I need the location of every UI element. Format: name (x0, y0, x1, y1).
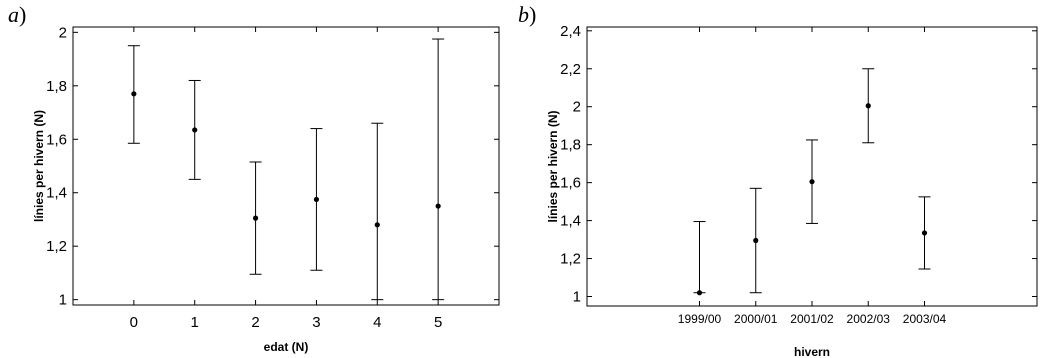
panel-label: a) (8, 2, 26, 27)
y-tick-label: 1,6 (46, 131, 67, 148)
y-tick-label: 2 (59, 24, 67, 41)
data-point (131, 91, 137, 97)
y-tick-label: 2,2 (560, 61, 581, 78)
data-point (696, 290, 703, 296)
data-point (921, 230, 928, 236)
chart-panel-b: b) 1 1,2 1,4 1,6 1,8 2 2,2 2,4 1999/00 2000/01 2001… (518, 2, 1038, 358)
x-tick-label: 2001/02 (790, 312, 834, 326)
x-tick-label: 2 (251, 314, 259, 331)
x-tick-label: 2002/03 (847, 312, 891, 326)
y-tick-label: 2 (573, 99, 581, 116)
x-tick-label: 1999/00 (678, 312, 722, 326)
chart-panel-a: a) 1 1,2 1,4 1,6 1,8 2 0 1 2 3 4 5 edat (N) línies per… (8, 2, 500, 354)
data-point (313, 196, 320, 203)
y-tick-label: 1,2 (46, 238, 67, 255)
x-tick-label: 5 (434, 314, 442, 331)
y-tick-label: 1,4 (46, 185, 67, 202)
data-point (374, 222, 380, 228)
data-point (865, 103, 871, 109)
x-tick-label: 0 (130, 314, 138, 331)
y-tick-label: 1,8 (46, 78, 67, 95)
x-axis-label: edat (N) (264, 340, 309, 354)
y-tick-label: 1 (573, 289, 581, 306)
plot-frame (72, 26, 500, 306)
y-tick-label: 1,4 (560, 213, 581, 230)
panel-label: b) (518, 2, 536, 27)
data-point (435, 203, 441, 209)
x-tick-label: 1 (191, 314, 199, 331)
y-tick-label: 1,8 (560, 137, 581, 154)
x-axis-label: hivern (794, 345, 830, 358)
y-tick-label: 1 (59, 292, 67, 309)
data-point (809, 179, 815, 185)
y-tick-label: 1,6 (560, 175, 581, 192)
y-axis-label: línies per hivern (N) (546, 110, 560, 222)
data-point (252, 215, 259, 221)
data-point (192, 127, 198, 133)
x-tick-label: 2003/04 (903, 312, 947, 326)
x-tick-label: 3 (312, 314, 320, 331)
y-axis-label: línies per hivern (N) (32, 110, 46, 222)
data-point (753, 237, 759, 244)
y-tick-label: 2,4 (560, 23, 581, 40)
x-tick-label: 2000/01 (734, 312, 778, 326)
x-tick-label: 4 (373, 314, 381, 331)
y-tick-label: 1,2 (560, 251, 581, 268)
